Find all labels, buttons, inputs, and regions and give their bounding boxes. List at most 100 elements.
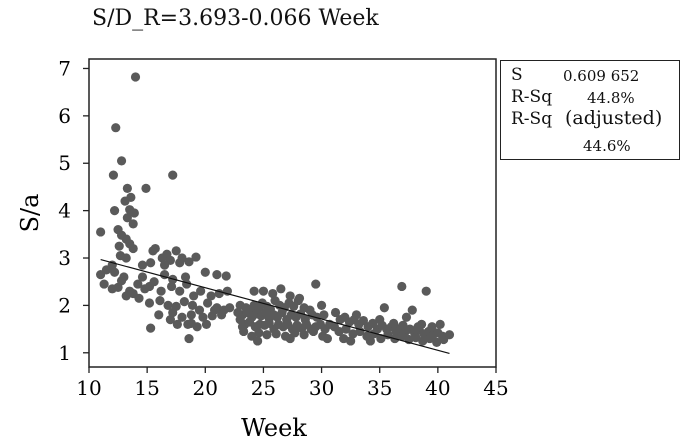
data-point (271, 329, 281, 339)
data-point (401, 312, 412, 322)
data-point (294, 293, 305, 303)
data-point (155, 296, 165, 306)
data-point (149, 277, 159, 287)
data-point (154, 310, 164, 320)
data-point (137, 260, 148, 270)
data-point (120, 196, 130, 206)
data-point (189, 291, 199, 301)
data-point (116, 156, 127, 166)
data-point (172, 319, 182, 329)
data-point (113, 282, 123, 292)
data-point (122, 183, 132, 193)
data-point (262, 330, 272, 340)
data-point (146, 258, 156, 268)
data-point (334, 326, 344, 337)
regression-stats-box: S 0.609 652 R-Sq 44.8% R-Sq (adjusted) 4… (500, 60, 680, 160)
data-point (96, 227, 106, 237)
data-point (285, 333, 295, 344)
data-point (121, 253, 131, 263)
y-tick-label: 3 (58, 246, 71, 270)
data-point (444, 330, 455, 340)
data-point (156, 286, 166, 296)
data-point (249, 286, 259, 296)
data-point (191, 252, 201, 262)
x-tick-label: 15 (134, 376, 159, 400)
data-point (200, 267, 210, 277)
data-point (413, 322, 423, 332)
rsq-adjusted-label: R-Sq (511, 109, 553, 129)
data-point (194, 305, 205, 315)
data-point (319, 310, 329, 320)
data-point (369, 329, 379, 339)
data-point (141, 183, 151, 193)
data-point (225, 303, 235, 313)
data-point (129, 208, 139, 218)
data-point (175, 286, 185, 296)
data-point (159, 260, 170, 270)
data-point (299, 330, 309, 340)
data-point (179, 297, 189, 307)
x-tick-label: 40 (425, 376, 450, 400)
data-point (165, 315, 175, 325)
data-point (168, 307, 178, 318)
data-point (111, 123, 121, 133)
data-point (166, 281, 177, 292)
data-point (397, 281, 407, 292)
y-tick-label: 5 (58, 151, 71, 175)
rsq-label: R-Sq (511, 87, 553, 107)
data-point (184, 257, 194, 267)
x-tick-label: 25 (251, 376, 276, 400)
y-tick-label: 6 (58, 104, 71, 128)
data-point (376, 333, 386, 344)
data-point (128, 243, 138, 254)
data-point (276, 284, 286, 294)
data-point (186, 318, 196, 329)
data-point (206, 291, 216, 301)
rsq-adjusted-value: 44.6% (583, 137, 631, 155)
data-point (432, 337, 442, 347)
x-tick-label: 35 (367, 376, 392, 400)
data-point (168, 170, 178, 180)
data-point (163, 300, 173, 310)
data-point (133, 279, 143, 289)
data-point (157, 253, 167, 263)
s-value: 0.609 652 (563, 67, 640, 85)
y-tick-label: 1 (58, 341, 71, 365)
data-point (407, 305, 417, 315)
data-point (108, 170, 119, 180)
data-point (233, 307, 243, 318)
data-point (277, 307, 287, 318)
data-point (109, 267, 120, 277)
data-point (375, 315, 385, 325)
data-point (258, 286, 269, 296)
data-point (268, 288, 278, 299)
data-point (330, 307, 341, 318)
rsq-value: 44.8% (587, 89, 635, 107)
data-point (237, 322, 248, 332)
y-tick-label: 4 (58, 199, 71, 223)
data-point (137, 272, 148, 282)
data-point (389, 318, 399, 329)
y-tick-label: 7 (58, 56, 71, 80)
data-point (311, 279, 321, 289)
data-point (198, 312, 208, 322)
x-tick-label: 30 (309, 376, 334, 400)
data-point (122, 213, 132, 223)
data-point (180, 272, 191, 282)
data-point (379, 303, 389, 313)
x-axis-label: Week (241, 414, 307, 442)
data-point (212, 270, 222, 280)
data-point (171, 246, 181, 256)
data-point (144, 298, 155, 308)
data-point (339, 333, 349, 344)
data-point (96, 270, 106, 280)
data-point (203, 298, 213, 308)
s-label: S (511, 65, 523, 85)
data-point (254, 328, 264, 338)
data-point (308, 326, 319, 337)
data-point (322, 333, 332, 344)
chart-title: S/D_R=3.693-0.066 Week (92, 6, 379, 31)
y-tick-label: 2 (58, 293, 71, 317)
x-tick-label: 45 (483, 376, 508, 400)
